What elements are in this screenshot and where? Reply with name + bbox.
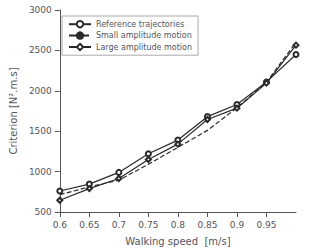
svg-text:0.9: 0.9: [230, 220, 245, 230]
svg-text:2000: 2000: [29, 86, 52, 96]
svg-text:0.85: 0.85: [197, 220, 217, 230]
svg-text:Criterion [N².m.s]: Criterion [N².m.s]: [8, 67, 19, 154]
svg-text:0.65: 0.65: [79, 220, 99, 230]
svg-text:Large amplitude motion: Large amplitude motion: [96, 43, 192, 52]
svg-text:2500: 2500: [29, 45, 52, 55]
svg-text:500: 500: [35, 207, 52, 217]
svg-text:Reference trajectories: Reference trajectories: [96, 20, 184, 29]
svg-text:0.6: 0.6: [53, 220, 68, 230]
svg-text:0.95: 0.95: [256, 220, 276, 230]
svg-text:1000: 1000: [29, 167, 52, 177]
svg-text:3000: 3000: [29, 5, 52, 15]
svg-text:Walking speed [m/s]: Walking speed [m/s]: [125, 236, 230, 247]
svg-text:Small amplitude motion: Small amplitude motion: [96, 31, 192, 40]
svg-text:0.75: 0.75: [138, 220, 158, 230]
svg-text:0.8: 0.8: [171, 220, 186, 230]
svg-text:1500: 1500: [29, 126, 52, 136]
svg-text:0.7: 0.7: [112, 220, 126, 230]
